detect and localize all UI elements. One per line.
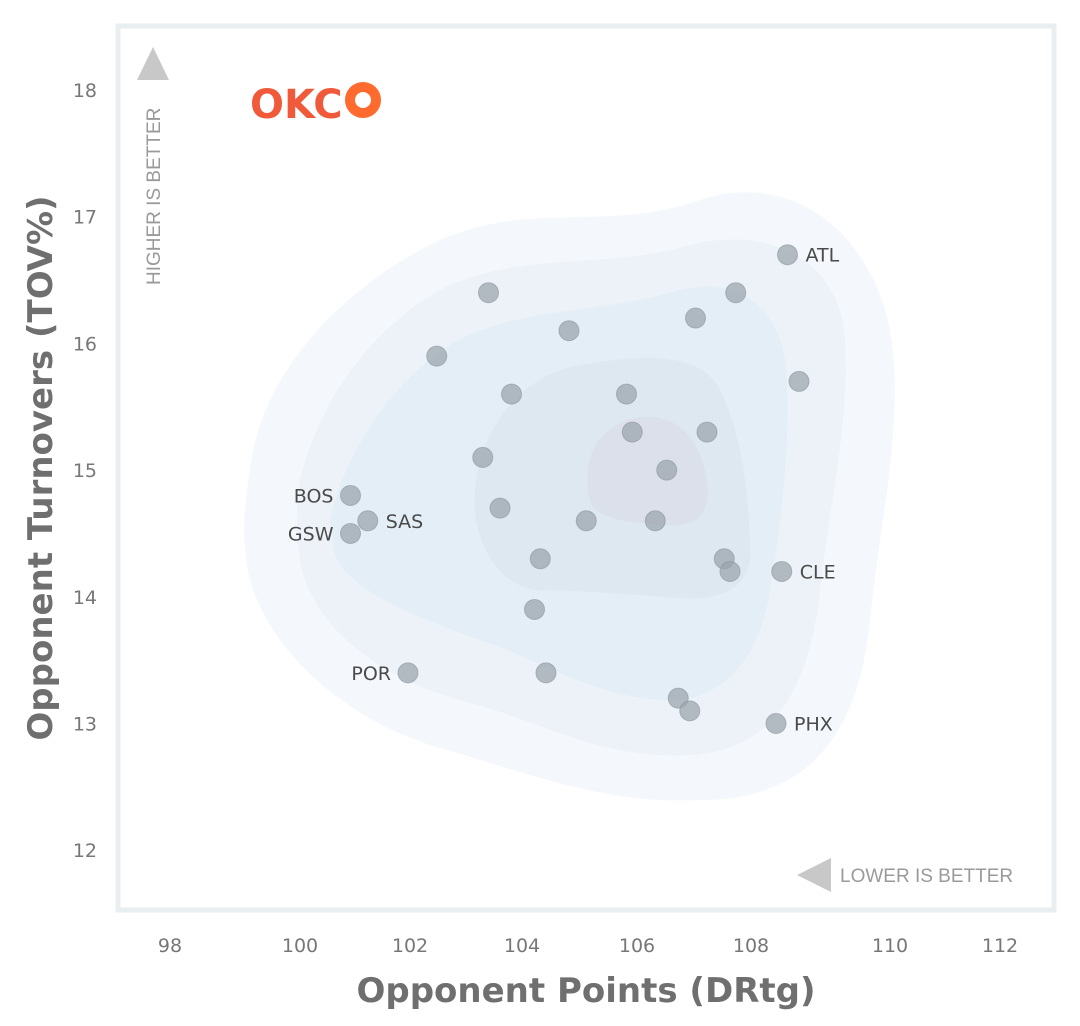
team-point-por[interactable] [397,662,419,684]
team-point-phx[interactable] [765,713,787,734]
y-tick-label: 12 [73,840,97,862]
team-point[interactable] [501,383,522,405]
team-point[interactable] [472,446,494,468]
team-point-atl[interactable] [777,244,798,266]
points-layer [340,244,810,734]
team-label-bos: BOS [294,485,334,507]
team-label-gsw: GSW [288,523,334,545]
y-tick-label: 14 [73,587,97,609]
y-tick-label: 13 [73,714,97,736]
team-point-cle[interactable] [771,560,793,582]
team-point[interactable] [616,383,637,405]
team-label-por: POR [351,663,391,685]
team-point[interactable] [621,421,643,443]
team-point[interactable] [656,459,678,481]
x-axis-ticks: 98 100 102 104 106 108 110 112 [158,935,1018,957]
y-tick-label: 17 [73,207,97,229]
x-direction-text: LOWER IS BETTER [840,866,1013,887]
x-axis-title: Opponent Points (DRtg) [356,971,815,1011]
team-point[interactable] [679,700,701,722]
team-label-sas: SAS [386,511,423,533]
team-point[interactable] [696,421,718,443]
team-point[interactable] [558,320,580,342]
team-point[interactable] [719,560,741,582]
density-contours [244,192,895,801]
x-tick-label: 112 [982,935,1018,957]
up-arrow-icon [137,47,169,80]
team-label-cle: CLE [800,561,836,583]
y-tick-label: 18 [73,80,97,102]
team-point[interactable] [644,510,666,532]
team-point[interactable] [529,548,551,570]
y-axis-title: Opponent Turnovers (TOV%) [21,195,61,740]
density-level-5 [587,416,708,526]
team-point[interactable] [426,345,448,367]
x-tick-label: 100 [282,935,318,957]
team-point[interactable] [478,282,499,304]
x-tick-label: 104 [504,935,540,957]
team-point[interactable] [489,497,511,519]
team-point[interactable] [685,307,706,329]
okc-label: OKC [250,82,343,128]
team-label-atl: ATL [806,245,840,267]
team-point-gsw[interactable] [340,522,361,544]
team-point[interactable] [725,282,747,304]
x-tick-label: 108 [733,935,769,957]
y-direction-hint: HIGHER IS BETTER [137,47,169,285]
team-point[interactable] [575,510,597,532]
x-tick-label: 110 [872,935,908,957]
okc-highlight: OKC [250,82,381,128]
y-tick-label: 15 [73,460,97,482]
team-point-sas[interactable] [357,510,379,532]
okc-marker[interactable] [345,82,381,118]
team-point[interactable] [535,662,557,684]
y-direction-text: HIGHER IS BETTER [144,108,165,285]
team-point-bos[interactable] [340,484,361,506]
left-arrow-icon [797,858,831,892]
labels-layer: ATL BOS SAS GSW CLE POR PHX [288,245,840,736]
team-point[interactable] [524,598,545,620]
x-tick-label: 98 [158,935,182,957]
team-point[interactable] [788,370,810,392]
x-direction-hint: LOWER IS BETTER [797,858,1013,892]
x-tick-label: 102 [392,935,428,957]
team-label-phx: PHX [794,714,833,736]
y-axis-ticks: 12 13 14 15 16 17 18 [73,80,97,862]
x-tick-label: 106 [619,935,655,957]
y-tick-label: 16 [73,333,97,355]
